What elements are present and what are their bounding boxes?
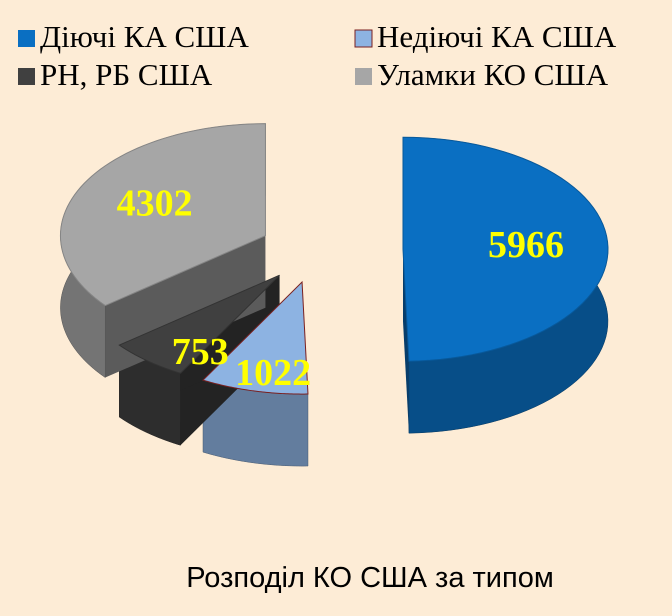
legend-label: Діючі КА США [40,19,249,54]
legend-label: Уламки КО США [377,57,609,92]
legend-swatch [355,68,372,85]
data-label: 4302 [117,182,193,224]
slice-side [402,249,409,434]
legend-swatch [354,29,373,48]
data-label: 1022 [235,352,311,394]
slice [202,280,309,395]
data-label: 5966 [488,224,564,266]
data-label: 753 [172,331,229,373]
slice-tops [59,123,609,395]
slice [402,136,609,362]
legend-label: Недіючі КА США [377,19,617,54]
chart-title: Розподіл КО США за типом [186,562,554,594]
slice [118,274,280,374]
legend-swatch [18,68,35,85]
legend-swatch [18,30,35,47]
slice [59,123,266,307]
legend-label: РН, РБ США [40,57,213,92]
